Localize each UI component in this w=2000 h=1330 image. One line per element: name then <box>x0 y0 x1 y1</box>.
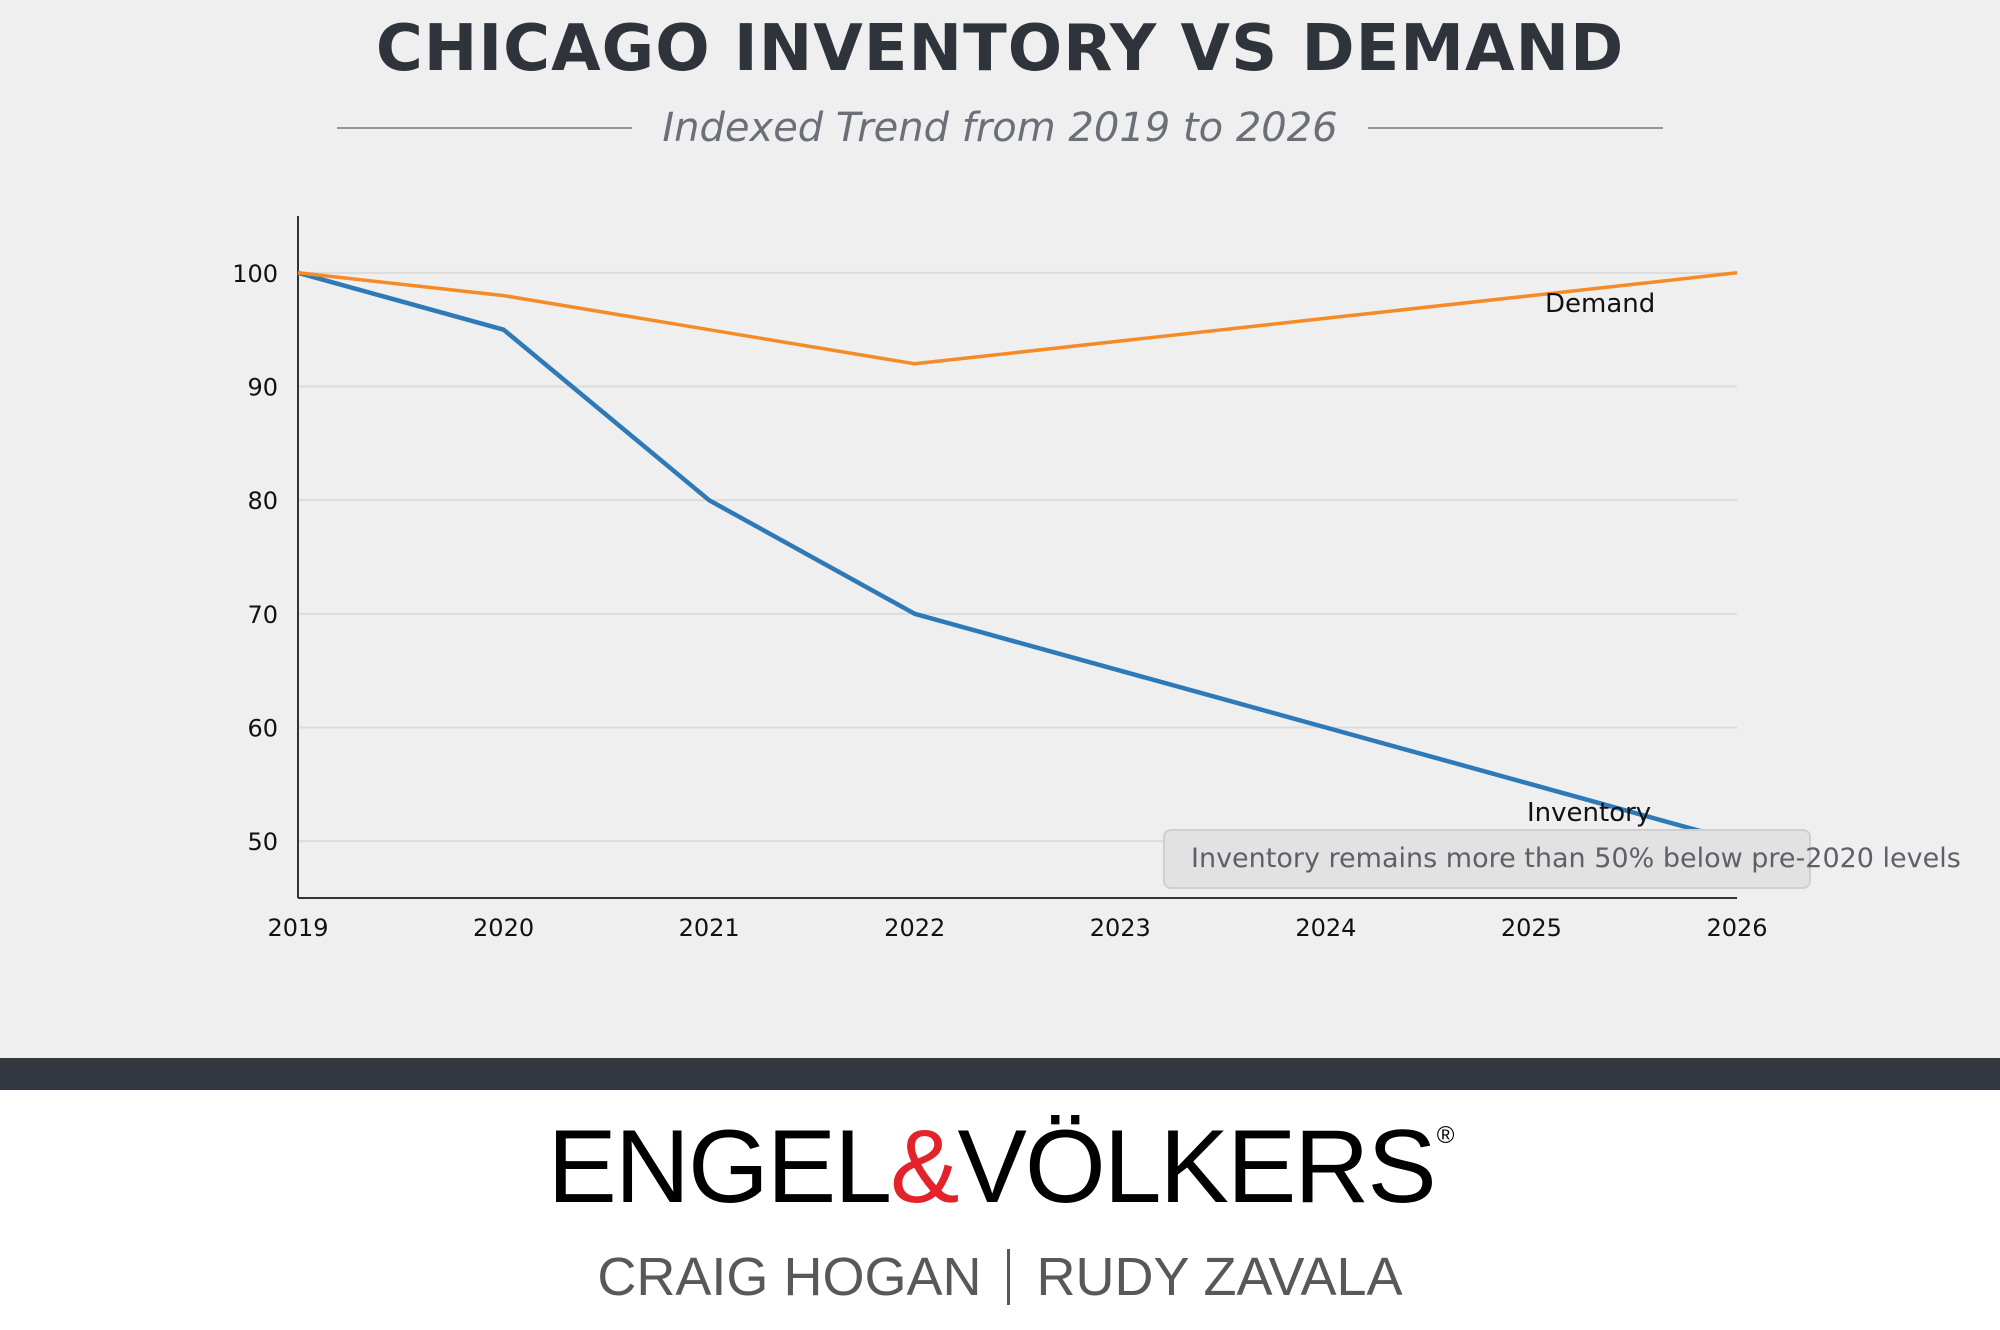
series-label-demand: Demand <box>1545 289 1655 319</box>
agent-name-2: RUDY ZAVALA <box>1036 1247 1403 1307</box>
subtitle-row: Indexed Trend from 2019 to 2026 <box>0 98 2000 158</box>
footer <box>0 1090 2000 1330</box>
brand-name-left: ENGEL <box>547 1109 893 1225</box>
y-tick-label-90: 90 <box>247 374 278 402</box>
brand-name-right: VÖLKERS <box>957 1109 1436 1225</box>
chart-subtitle: Indexed Trend from 2019 to 2026 <box>662 105 1338 151</box>
x-tick-label-2023: 2023 <box>1090 914 1151 942</box>
x-tick-label-2024: 2024 <box>1295 914 1356 942</box>
agent-names: CRAIG HOGAN RUDY ZAVALA <box>0 1246 2000 1309</box>
y-tick-label-50: 50 <box>247 828 278 856</box>
agent-name-1: CRAIG HOGAN <box>597 1247 982 1307</box>
brand-ampersand: & <box>890 1109 959 1225</box>
x-tick-label-2025: 2025 <box>1501 914 1562 942</box>
x-tick-label-2021: 2021 <box>679 914 740 942</box>
subtitle-rule-right <box>1367 127 1663 129</box>
chart-title: CHICAGO INVENTORY VS DEMAND <box>375 12 1625 86</box>
y-tick-label-70: 70 <box>247 601 278 629</box>
registered-mark: ® <box>1436 1122 1455 1149</box>
x-tick-label-2019: 2019 <box>267 914 328 942</box>
footer-divider-bar <box>0 1058 2000 1090</box>
series-line-demand <box>297 271 1738 366</box>
y-tick-label-80: 80 <box>247 487 278 515</box>
annotation-box: Inventory remains more than 50% below pr… <box>1163 829 1961 889</box>
x-tick-label-2022: 2022 <box>884 914 945 942</box>
x-tick-label-2026: 2026 <box>1706 914 1767 942</box>
brand-logo: ENGEL&VÖLKERS® <box>0 1108 2000 1227</box>
subtitle-rule-left <box>337 127 633 129</box>
series-label-inventory: Inventory <box>1527 798 1651 828</box>
y-tick-label-60: 60 <box>247 715 278 743</box>
agent-separator <box>1007 1248 1011 1305</box>
y-tick-label-100: 100 <box>232 260 278 288</box>
x-tick-label-2020: 2020 <box>473 914 534 942</box>
series-line-inventory <box>297 270 1738 844</box>
